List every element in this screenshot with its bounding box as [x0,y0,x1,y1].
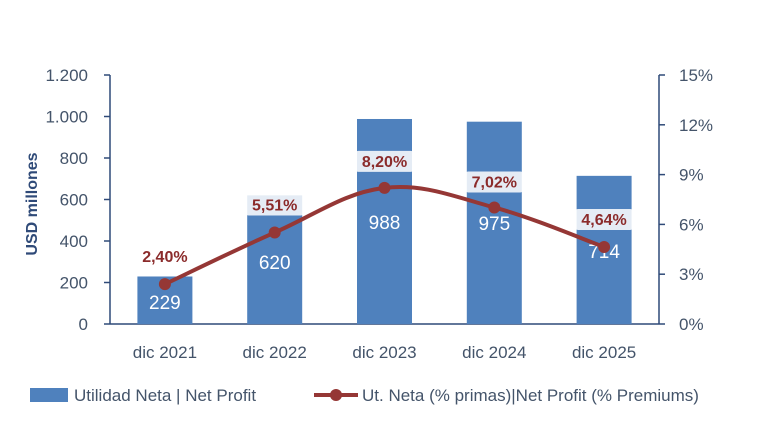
right-tick-label: 3% [679,265,704,284]
legend: Utilidad Neta | Net Profit Ut. Neta (% p… [30,386,699,405]
x-tick-label: dic 2024 [462,343,526,362]
pct-label-background [134,246,195,268]
pct-value-label: 4,64% [581,212,626,229]
pct-label-background [354,150,415,172]
left-tick-label: 0 [79,315,88,334]
legend-bar-label: Utilidad Neta | Net Profit [74,386,256,405]
left-tick-label: 600 [60,191,88,210]
legend-bar-swatch [30,388,68,402]
legend-line-marker [330,389,342,401]
x-tick-label: dic 2023 [352,343,416,362]
left-tick-label: 1.200 [45,66,88,85]
x-axis-ticks: dic 2021 dic 2022 dic 2023 dic 2024 dic 2025 [133,343,636,362]
line-point [598,240,611,253]
right-axis-ticks: 0% 3% 6% 9% 12% 15% [659,66,713,334]
pct-label-background [244,194,305,216]
bar [466,121,522,324]
pct-value-label: 2,40% [142,249,187,266]
left-tick-label: 1.000 [45,108,88,127]
x-tick-label: dic 2025 [572,343,636,362]
right-tick-label: 6% [679,215,704,234]
line-point [378,181,391,194]
pct-labels: 2,40% 5,51% 8,20% 7,02% 4,64% [134,150,635,268]
left-tick-label: 200 [60,274,88,293]
line-point [158,278,171,291]
line-point [268,226,281,239]
right-tick-label: 12% [679,116,713,135]
bar-value-label: 620 [259,253,291,274]
y-axis-title: USD millones [24,152,41,255]
legend-line-label: Ut. Neta (% primas)|Net Profit (% Premiu… [362,386,699,405]
x-tick-label: dic 2021 [133,343,197,362]
bar-value-label: 988 [369,213,401,234]
pct-label-background [574,208,635,230]
pct-label-background [464,171,525,193]
right-tick-label: 15% [679,66,713,85]
left-tick-label: 400 [60,232,88,251]
x-tick-label: dic 2022 [243,343,307,362]
left-axis-ticks: 0 200 400 600 800 1.000 1.200 [45,66,110,334]
left-tick-label: 800 [60,149,88,168]
bar-value-label: 229 [149,293,181,314]
bar-value-label: 975 [478,214,510,235]
right-tick-label: 0% [679,315,704,334]
pct-value-label: 8,20% [362,154,407,171]
right-tick-label: 9% [679,166,704,185]
line-point [488,201,501,214]
bar [247,195,303,324]
line-layer [158,181,611,291]
pct-value-label: 7,02% [472,174,517,191]
pct-value-label: 5,51% [252,198,297,215]
